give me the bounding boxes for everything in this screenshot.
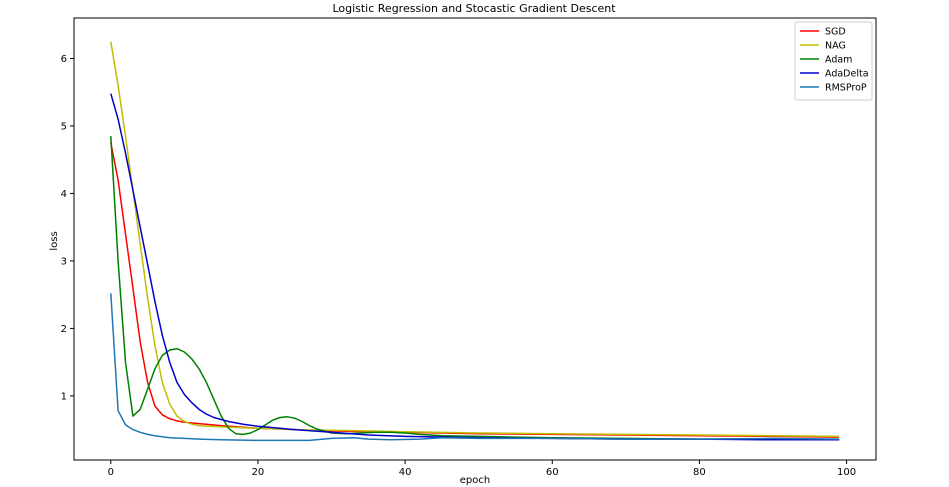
x-tick-label: 0 [108, 467, 114, 478]
y-tick-label: 2 [61, 324, 67, 335]
x-axis-label: epoch [460, 475, 490, 486]
legend-label: Adam [825, 55, 852, 66]
legend-label: SGD [825, 27, 846, 38]
legend-label: NAG [825, 41, 846, 52]
legend-box [794, 21, 873, 101]
x-axis: 0 20 40 60 80 100 [108, 460, 856, 478]
y-axis: 1 2 3 4 5 6 [61, 54, 74, 402]
y-tick-label: 6 [61, 54, 67, 65]
plot-frame [73, 17, 877, 461]
x-tick-label: 40 [399, 467, 412, 478]
series-line-adadelta [110, 93, 840, 441]
series-line-rmsprop [110, 293, 840, 442]
legend: SGD NAG Adam AdaDelta RMSProP [794, 21, 873, 101]
x-tick-label: 100 [837, 467, 856, 478]
legend-label: RMSProP [825, 83, 867, 94]
chart-title: Logistic Regression and Stocastic Gradie… [332, 2, 616, 15]
legend-label: AdaDelta [825, 69, 869, 80]
x-tick-label: 80 [693, 467, 706, 478]
y-tick-label: 1 [61, 391, 67, 402]
y-tick-label: 5 [61, 121, 67, 132]
y-axis-label: loss [49, 231, 60, 250]
series-line-sgd [110, 142, 840, 438]
y-tick-label: 3 [61, 256, 67, 267]
x-tick-label: 20 [252, 467, 265, 478]
series-line-nag [110, 41, 840, 438]
y-tick-label: 4 [61, 189, 67, 200]
series-line-adam [110, 136, 840, 441]
plot-lines [110, 41, 840, 442]
x-tick-label: 60 [546, 467, 559, 478]
